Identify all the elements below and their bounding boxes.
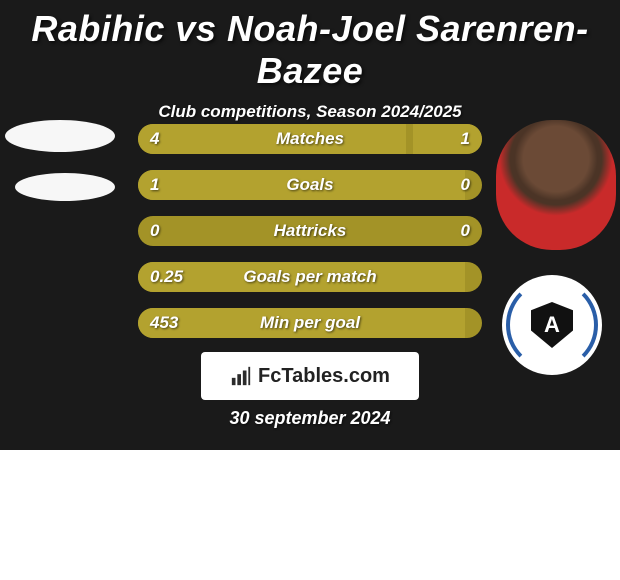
stat-row: 0.25 Goals per match [138,262,482,292]
stat-right-value: 0 [461,216,470,246]
stats-bars: 4 Matches 1 1 Goals 0 0 Hattricks 0 0.25… [138,124,482,354]
stat-label: Matches [138,124,482,154]
brand-link[interactable]: FcTables.com [201,352,419,400]
player1-club-placeholder [15,173,115,201]
page-title: Rabihic vs Noah-Joel Sarenren-Bazee [0,0,620,92]
brand-text: FcTables.com [258,365,390,388]
bar-chart-icon [230,365,252,387]
stat-right-value: 0 [461,170,470,200]
stat-label: Hattricks [138,216,482,246]
stat-label: Goals [138,170,482,200]
stat-row: 1 Goals 0 [138,170,482,200]
stat-label: Min per goal [138,308,482,338]
stat-label: Goals per match [138,262,482,292]
stat-row: 4 Matches 1 [138,124,482,154]
club-badge-letter: A [544,312,560,338]
player2-avatar [496,120,616,250]
stat-row: 0 Hattricks 0 [138,216,482,246]
comparison-card: Rabihic vs Noah-Joel Sarenren-Bazee Club… [0,0,620,450]
stat-row: 453 Min per goal [138,308,482,338]
page-subtitle: Club competitions, Season 2024/2025 [0,102,620,122]
footer-date: 30 september 2024 [0,408,620,429]
player1-avatar-placeholder [5,120,115,152]
player2-club-badge: A [502,275,602,375]
stat-right-value: 1 [461,124,470,154]
